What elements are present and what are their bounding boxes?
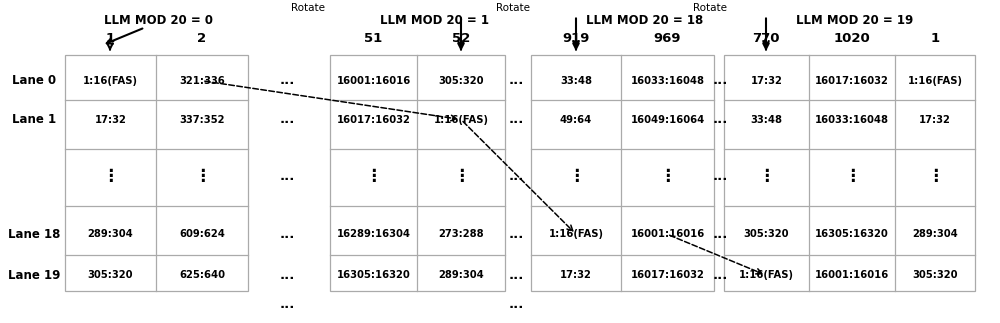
Text: 321:336: 321:336	[179, 76, 225, 86]
Text: 16017:16032: 16017:16032	[631, 270, 704, 280]
Text: 1:16(FAS): 1:16(FAS)	[739, 270, 794, 280]
Text: LLM MOD 20 = 1: LLM MOD 20 = 1	[380, 15, 490, 27]
Text: 1: 1	[105, 32, 115, 45]
Text: 1:16(FAS): 1:16(FAS)	[549, 229, 604, 239]
Text: ...: ...	[712, 228, 728, 241]
Text: Lane 19: Lane 19	[8, 269, 60, 282]
Bar	[531, 55, 714, 291]
Text: 16033:16048: 16033:16048	[815, 115, 889, 124]
Text: ...: ...	[712, 269, 728, 282]
Text: 305:320: 305:320	[438, 76, 484, 86]
Text: 51: 51	[364, 32, 382, 45]
Bar	[724, 55, 975, 291]
Text: 1020: 1020	[834, 32, 870, 45]
Text: ...: ...	[279, 269, 295, 282]
Text: ⋮: ⋮	[453, 167, 469, 185]
Text: Rotate: Rotate	[496, 4, 530, 13]
Text: ...: ...	[712, 113, 728, 126]
Text: ...: ...	[508, 269, 524, 282]
Text: Lane 1: Lane 1	[12, 113, 56, 126]
Text: 16017:16032: 16017:16032	[815, 76, 889, 86]
Text: Lane 18: Lane 18	[8, 228, 60, 241]
Text: 770: 770	[752, 32, 780, 45]
Text: 33:48: 33:48	[560, 76, 592, 86]
Text: 49:64: 49:64	[560, 115, 592, 124]
Text: 16305:16320: 16305:16320	[337, 270, 410, 280]
Text: 16289:16304: 16289:16304	[336, 229, 411, 239]
Text: 17:32: 17:32	[919, 115, 951, 124]
Text: ⋮: ⋮	[365, 167, 382, 185]
Text: ...: ...	[279, 74, 295, 87]
Text: 16001:16016: 16001:16016	[630, 229, 705, 239]
Bar	[65, 55, 248, 291]
Text: 1:16(FAS): 1:16(FAS)	[908, 76, 962, 86]
Text: ...: ...	[279, 170, 295, 182]
Text: ...: ...	[508, 298, 524, 311]
Text: ⋮: ⋮	[758, 167, 775, 185]
Text: ...: ...	[508, 113, 524, 126]
Text: 289:304: 289:304	[912, 229, 958, 239]
Text: 289:304: 289:304	[438, 270, 484, 280]
Text: 1: 1	[930, 32, 940, 45]
Text: 1:16(FAS): 1:16(FAS)	[83, 76, 138, 86]
Text: 305:320: 305:320	[88, 270, 133, 280]
Text: 16033:16048: 16033:16048	[631, 76, 704, 86]
Text: 52: 52	[452, 32, 470, 45]
Text: 16001:16016: 16001:16016	[815, 270, 889, 280]
Text: Rotate: Rotate	[693, 4, 727, 13]
Text: 1:16(FAS): 1:16(FAS)	[433, 115, 488, 124]
Text: ...: ...	[279, 298, 295, 311]
Text: 16049:16064: 16049:16064	[630, 115, 705, 124]
Text: 2: 2	[197, 32, 207, 45]
Text: 625:640: 625:640	[179, 270, 225, 280]
Text: ...: ...	[712, 170, 728, 182]
Text: 919: 919	[562, 32, 590, 45]
Text: Rotate: Rotate	[291, 4, 325, 13]
Text: ...: ...	[279, 113, 295, 126]
Text: 33:48: 33:48	[750, 115, 782, 124]
Text: ⋮: ⋮	[568, 167, 584, 185]
Text: 305:320: 305:320	[912, 270, 958, 280]
Text: ...: ...	[508, 228, 524, 241]
Text: 17:32: 17:32	[751, 76, 782, 86]
Text: ⋮: ⋮	[102, 167, 119, 185]
Text: ⋮: ⋮	[844, 167, 860, 185]
Text: ...: ...	[508, 170, 524, 182]
Text: 305:320: 305:320	[744, 229, 789, 239]
Text: 17:32: 17:32	[560, 270, 592, 280]
Text: ...: ...	[279, 228, 295, 241]
Text: 289:304: 289:304	[88, 229, 133, 239]
Text: LLM MOD 20 = 19: LLM MOD 20 = 19	[796, 15, 914, 27]
Text: LLM MOD 20 = 18: LLM MOD 20 = 18	[586, 15, 704, 27]
Text: 17:32: 17:32	[95, 115, 126, 124]
Text: LLM MOD 20 = 0: LLM MOD 20 = 0	[104, 15, 212, 27]
Text: ⋮: ⋮	[927, 167, 943, 185]
Text: Lane 0: Lane 0	[12, 74, 56, 87]
Text: 609:624: 609:624	[179, 229, 225, 239]
Text: 337:352: 337:352	[179, 115, 225, 124]
Text: ...: ...	[508, 74, 524, 87]
Text: ⋮: ⋮	[659, 167, 676, 185]
Text: ⋮: ⋮	[194, 167, 210, 185]
Bar	[330, 55, 505, 291]
Text: 16305:16320: 16305:16320	[815, 229, 889, 239]
Text: 969: 969	[653, 32, 681, 45]
Text: 273:288: 273:288	[438, 229, 484, 239]
Text: ...: ...	[712, 74, 728, 87]
Text: 16001:16016: 16001:16016	[336, 76, 411, 86]
Text: 16017:16032: 16017:16032	[337, 115, 410, 124]
